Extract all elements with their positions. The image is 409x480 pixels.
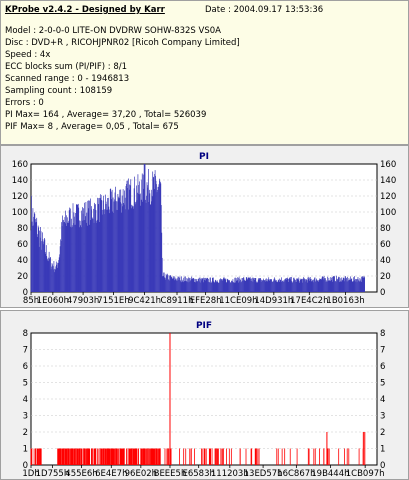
x-tick-label: 11CE09h bbox=[219, 296, 257, 306]
y-tick-label-left: 6 bbox=[23, 362, 28, 372]
pif-chart-panel: PIF 0 0 1 1 2 2 3 3 4 4 5 5 6 6 7 7 8 8 1Dh 1D755h 455E6h 6E4E… bbox=[0, 310, 409, 480]
x-tick-label: 47903h bbox=[67, 296, 99, 306]
y-tick-label-right: 40 bbox=[380, 256, 391, 266]
speed-line: Speed : 4x bbox=[5, 50, 51, 60]
x-tick-label: BEEE5h bbox=[154, 469, 187, 479]
x-tick-label: 1B0163h bbox=[326, 296, 364, 306]
x-tick-label: 1Dh bbox=[22, 469, 39, 479]
y-tick-label-right: 60 bbox=[380, 240, 391, 250]
y-tick-label-right: 8 bbox=[380, 329, 385, 339]
model-line: Model : 2-0-0-0 LITE-ON DVDRW SOHW-832S … bbox=[5, 26, 221, 36]
x-tick-label: 96E02h bbox=[125, 469, 157, 479]
x-tick-label: 111203h bbox=[211, 469, 249, 479]
x-tick-label: 19B444h bbox=[311, 469, 349, 479]
chart-title: PI bbox=[199, 152, 209, 162]
y-tick-label-right: 140 bbox=[380, 176, 396, 186]
x-tick-label: 14D931h bbox=[254, 296, 293, 306]
y-tick-label-right: 20 bbox=[380, 272, 391, 282]
errors-line: Errors : 0 bbox=[5, 98, 44, 108]
y-tick-label-right: 0 bbox=[380, 461, 385, 471]
y-tick-label-right: 1 bbox=[380, 445, 385, 455]
pif-summary-line: PIF Max= 8 , Average= 0,05 , Total= 675 bbox=[5, 122, 179, 132]
app-title: KProbe v2.4.2 - Designed by Karr bbox=[5, 5, 165, 15]
y-tick-label-right: 2 bbox=[380, 428, 385, 438]
scan-date: Date : 2004.09.17 13:53:36 bbox=[205, 5, 324, 15]
x-tick-label: E6583h bbox=[182, 469, 214, 479]
y-tick-label-left: 0 bbox=[23, 288, 28, 298]
y-tick-label-left: 20 bbox=[17, 272, 28, 282]
y-tick-label-right: 120 bbox=[380, 192, 396, 202]
y-tick-label-right: 7 bbox=[380, 346, 385, 356]
y-tick-label-left: 160 bbox=[12, 160, 28, 170]
ecc-line: ECC blocks sum (PI/PIF) : 8/1 bbox=[5, 62, 128, 72]
y-tick-label-right: 0 bbox=[380, 288, 385, 298]
sampling-line: Sampling count : 108159 bbox=[5, 86, 113, 96]
y-tick-label-left: 140 bbox=[12, 176, 28, 186]
x-tick-label: 16C867h bbox=[277, 469, 315, 479]
y-tick-label-left: 0 bbox=[23, 461, 28, 471]
y-tick-label-left: 4 bbox=[23, 395, 28, 405]
y-tick-label-right: 4 bbox=[380, 395, 385, 405]
x-tick-label: 6E4E7h bbox=[95, 469, 127, 479]
chart-title: PIF bbox=[196, 321, 212, 331]
pi-chart-panel: PI 0 0 20 20 40 40 60 60 80 80 100 100 120 120 140 140 16… bbox=[0, 145, 409, 308]
y-tick-label-left: 100 bbox=[12, 208, 28, 218]
y-tick-label-left: 120 bbox=[12, 192, 28, 202]
scanned-range-line: Scanned range : 0 - 1946813 bbox=[5, 74, 130, 84]
x-tick-label: 455E6h bbox=[65, 469, 97, 479]
x-tick-label: 13ED57h bbox=[244, 469, 283, 479]
y-tick-label-left: 80 bbox=[17, 224, 28, 234]
disc-line: Disc : DVD+R , RICOHJPNR02 [Ricoh Compan… bbox=[5, 38, 240, 48]
y-tick-label-right: 160 bbox=[380, 160, 396, 170]
y-tick-label-right: 6 bbox=[380, 362, 385, 372]
pi-chart: PI 0 0 20 20 40 40 60 60 80 80 100 100 120 120 140 140 16… bbox=[12, 152, 396, 306]
x-tick-label: C8911h bbox=[161, 296, 194, 306]
y-tick-label-right: 3 bbox=[380, 412, 385, 422]
pif-series bbox=[30, 333, 366, 465]
y-tick-label-left: 7 bbox=[23, 346, 28, 356]
y-tick-label-left: 1 bbox=[23, 445, 28, 455]
pi-summary-line: PI Max= 164 , Average= 37,20 , Total= 52… bbox=[5, 110, 207, 120]
info-panel: KProbe v2.4.2 - Designed by Karr Date : … bbox=[0, 0, 409, 145]
x-tick-label: 1CB097h bbox=[346, 469, 385, 479]
pi-series bbox=[30, 164, 365, 292]
y-tick-label-left: 5 bbox=[23, 379, 28, 389]
y-tick-label-right: 100 bbox=[380, 208, 396, 218]
x-tick-label: 9C421h bbox=[128, 296, 161, 306]
y-tick-label-left: 60 bbox=[17, 240, 28, 250]
x-tick-label: 17E4C2h bbox=[290, 296, 328, 306]
y-tick-label-left: 2 bbox=[23, 428, 28, 438]
x-tick-label: 85h bbox=[23, 296, 39, 306]
pif-chart: PIF 0 0 1 1 2 2 3 3 4 4 5 5 6 6 7 7 8 8 1Dh1D755h455E6h6E4E… bbox=[22, 321, 385, 479]
y-tick-label-left: 40 bbox=[17, 256, 28, 266]
y-tick-label-left: 8 bbox=[23, 329, 28, 339]
x-tick-label: 1E060h bbox=[37, 296, 69, 306]
y-tick-label-right: 80 bbox=[380, 224, 391, 234]
y-tick-label-right: 5 bbox=[380, 379, 385, 389]
y-tick-label-left: 3 bbox=[23, 412, 28, 422]
x-tick-label: EFE28h bbox=[190, 296, 222, 306]
x-tick-label: 7151Eh bbox=[97, 296, 129, 306]
x-tick-label: 1D755h bbox=[36, 469, 70, 479]
